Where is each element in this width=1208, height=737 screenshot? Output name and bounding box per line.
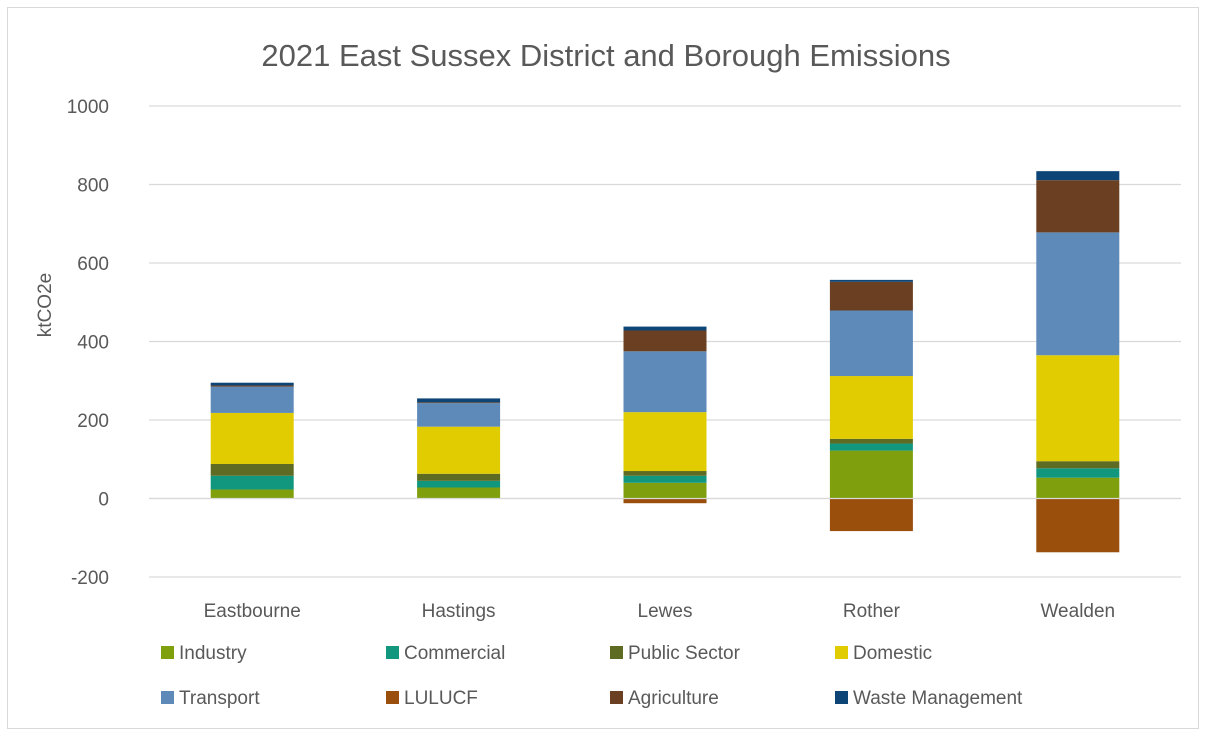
y-tick-label: 800 [77,176,109,197]
legend-item: Public Sector [610,643,741,664]
legend-item: Agriculture [610,688,719,709]
bar-segment [417,480,501,488]
bar-segment [829,281,913,311]
legend-label: Domestic [853,643,932,664]
legend-swatch [386,646,399,659]
legend-swatch [835,691,848,704]
bar-segment [1036,498,1120,553]
bar-segment [210,412,294,464]
bar-layer [149,171,1181,553]
y-tick-label: 0 [98,490,109,511]
legend-item: Industry [161,643,247,664]
bar-segment [1036,355,1120,462]
x-tick-label: Wealden [1040,601,1115,622]
y-tick-label: 600 [77,254,109,275]
legend-swatch [835,646,848,659]
bar-segment [829,438,913,444]
bar-segment [417,473,501,481]
bar-segment [1036,468,1120,478]
x-tick-label: Hastings [422,601,496,622]
bar-segment [417,426,501,474]
bar-segment [1036,180,1120,233]
bar-segment [829,376,913,439]
tick-layer: -200 0 200 400 600 800 1000 Eastbourne Hastings L… [67,97,1115,622]
bar-segment [417,403,501,427]
y-tick-label: 200 [77,411,109,432]
bar-segment [1036,461,1120,469]
y-tick-label: 1000 [67,97,109,118]
bar-segment [417,487,501,499]
x-tick-label: Eastbourne [204,601,301,622]
legend-label: Waste Management [853,688,1023,709]
bar-segment [829,310,913,377]
legend-item: Transport [161,688,260,709]
legend-swatch [161,691,174,704]
x-tick-label: Lewes [638,601,693,622]
legend-item: LULUCF [386,688,478,709]
y-tick-label: -200 [71,568,109,589]
bar-segment [623,330,707,352]
bar-segment [623,326,707,331]
bar-segment [623,351,707,413]
bar-segment [417,398,501,403]
legend-item: Waste Management [835,688,1023,709]
x-tick-label: Rother [843,601,901,622]
y-axis-title: ktCO2e [35,273,56,337]
bar-segment [623,498,707,504]
legend-swatch [386,691,399,704]
bar-segment [1036,477,1120,499]
legend-label: Commercial [404,643,505,664]
bar-segment [623,475,707,483]
legend-swatch [610,646,623,659]
bar-segment [1036,232,1120,356]
legend-label: Public Sector [628,643,741,664]
bar-segment [210,463,294,476]
y-tick-label: 400 [77,333,109,354]
legend-item: Commercial [386,643,505,664]
bar-segment [210,385,294,387]
bar-segment [210,386,294,413]
bar-segment [623,471,707,476]
bar-segment [210,475,294,490]
bar-segment [829,443,913,451]
legend-swatch [161,646,174,659]
bar-segment [829,498,913,532]
legend: Industry Commercial Public Sector Domestic T… [161,643,1023,709]
bar-segment [210,382,294,386]
bar-segment [829,279,913,282]
legend-item: Domestic [835,643,932,664]
legend-label: Industry [179,643,247,664]
legend-label: Transport [179,688,260,709]
legend-label: LULUCF [404,688,478,709]
bar-segment [623,412,707,472]
bar-segment [623,482,707,499]
chart-svg: 2021 East Sussex District and Borough Em… [35,38,1181,709]
legend-label: Agriculture [628,688,719,709]
bar-segment [417,402,501,404]
chart-title: 2021 East Sussex District and Borough Em… [261,38,950,73]
bar-segment [1036,171,1120,181]
bar-segment [829,450,913,499]
bar-segment [210,489,294,499]
chart-frame: 2021 East Sussex District and Borough Em… [7,7,1199,729]
legend-swatch [610,691,623,704]
